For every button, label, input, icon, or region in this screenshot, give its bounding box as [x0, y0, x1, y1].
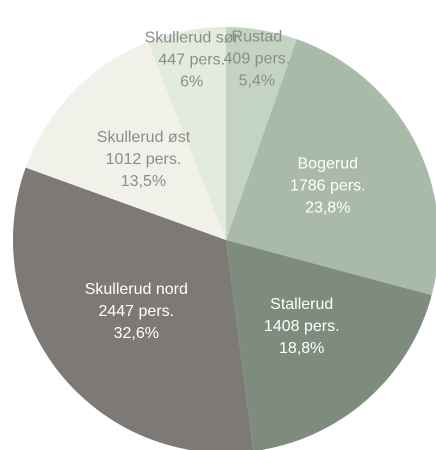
- slice-persons: 2447 pers.: [98, 303, 174, 320]
- pie-slice: [25, 41, 226, 240]
- slice-percent: 18,8%: [279, 340, 324, 357]
- pie-slice: [226, 27, 297, 240]
- slice-label: Stallerud: [270, 296, 333, 313]
- slice-label: Skullerud nord: [85, 281, 188, 298]
- slice-percent: 23,8%: [305, 200, 350, 217]
- slice-persons: 1408 pers.: [264, 318, 340, 335]
- slice-persons: 1786 pers.: [290, 178, 366, 195]
- slice-percent: 6%: [180, 73, 203, 90]
- slice-label: Skullerud sør: [145, 29, 240, 46]
- slice-label: Rustad: [232, 29, 283, 46]
- pie-slice: [13, 167, 254, 450]
- pie-slice: [226, 240, 432, 450]
- slice-percent: 5,4%: [239, 73, 275, 90]
- slice-label: Skullerud øst: [97, 129, 191, 146]
- slice-persons: 1012 pers.: [106, 151, 182, 168]
- pie-slice: [226, 39, 436, 296]
- slice-percent: 13,5%: [121, 173, 166, 190]
- slice-persons: 447 pers.: [158, 51, 225, 68]
- slice-persons: 409 pers.: [224, 51, 291, 68]
- slice-percent: 32,6%: [114, 325, 159, 342]
- pie-slice: [147, 27, 226, 240]
- slice-label: Bogerud: [298, 156, 359, 173]
